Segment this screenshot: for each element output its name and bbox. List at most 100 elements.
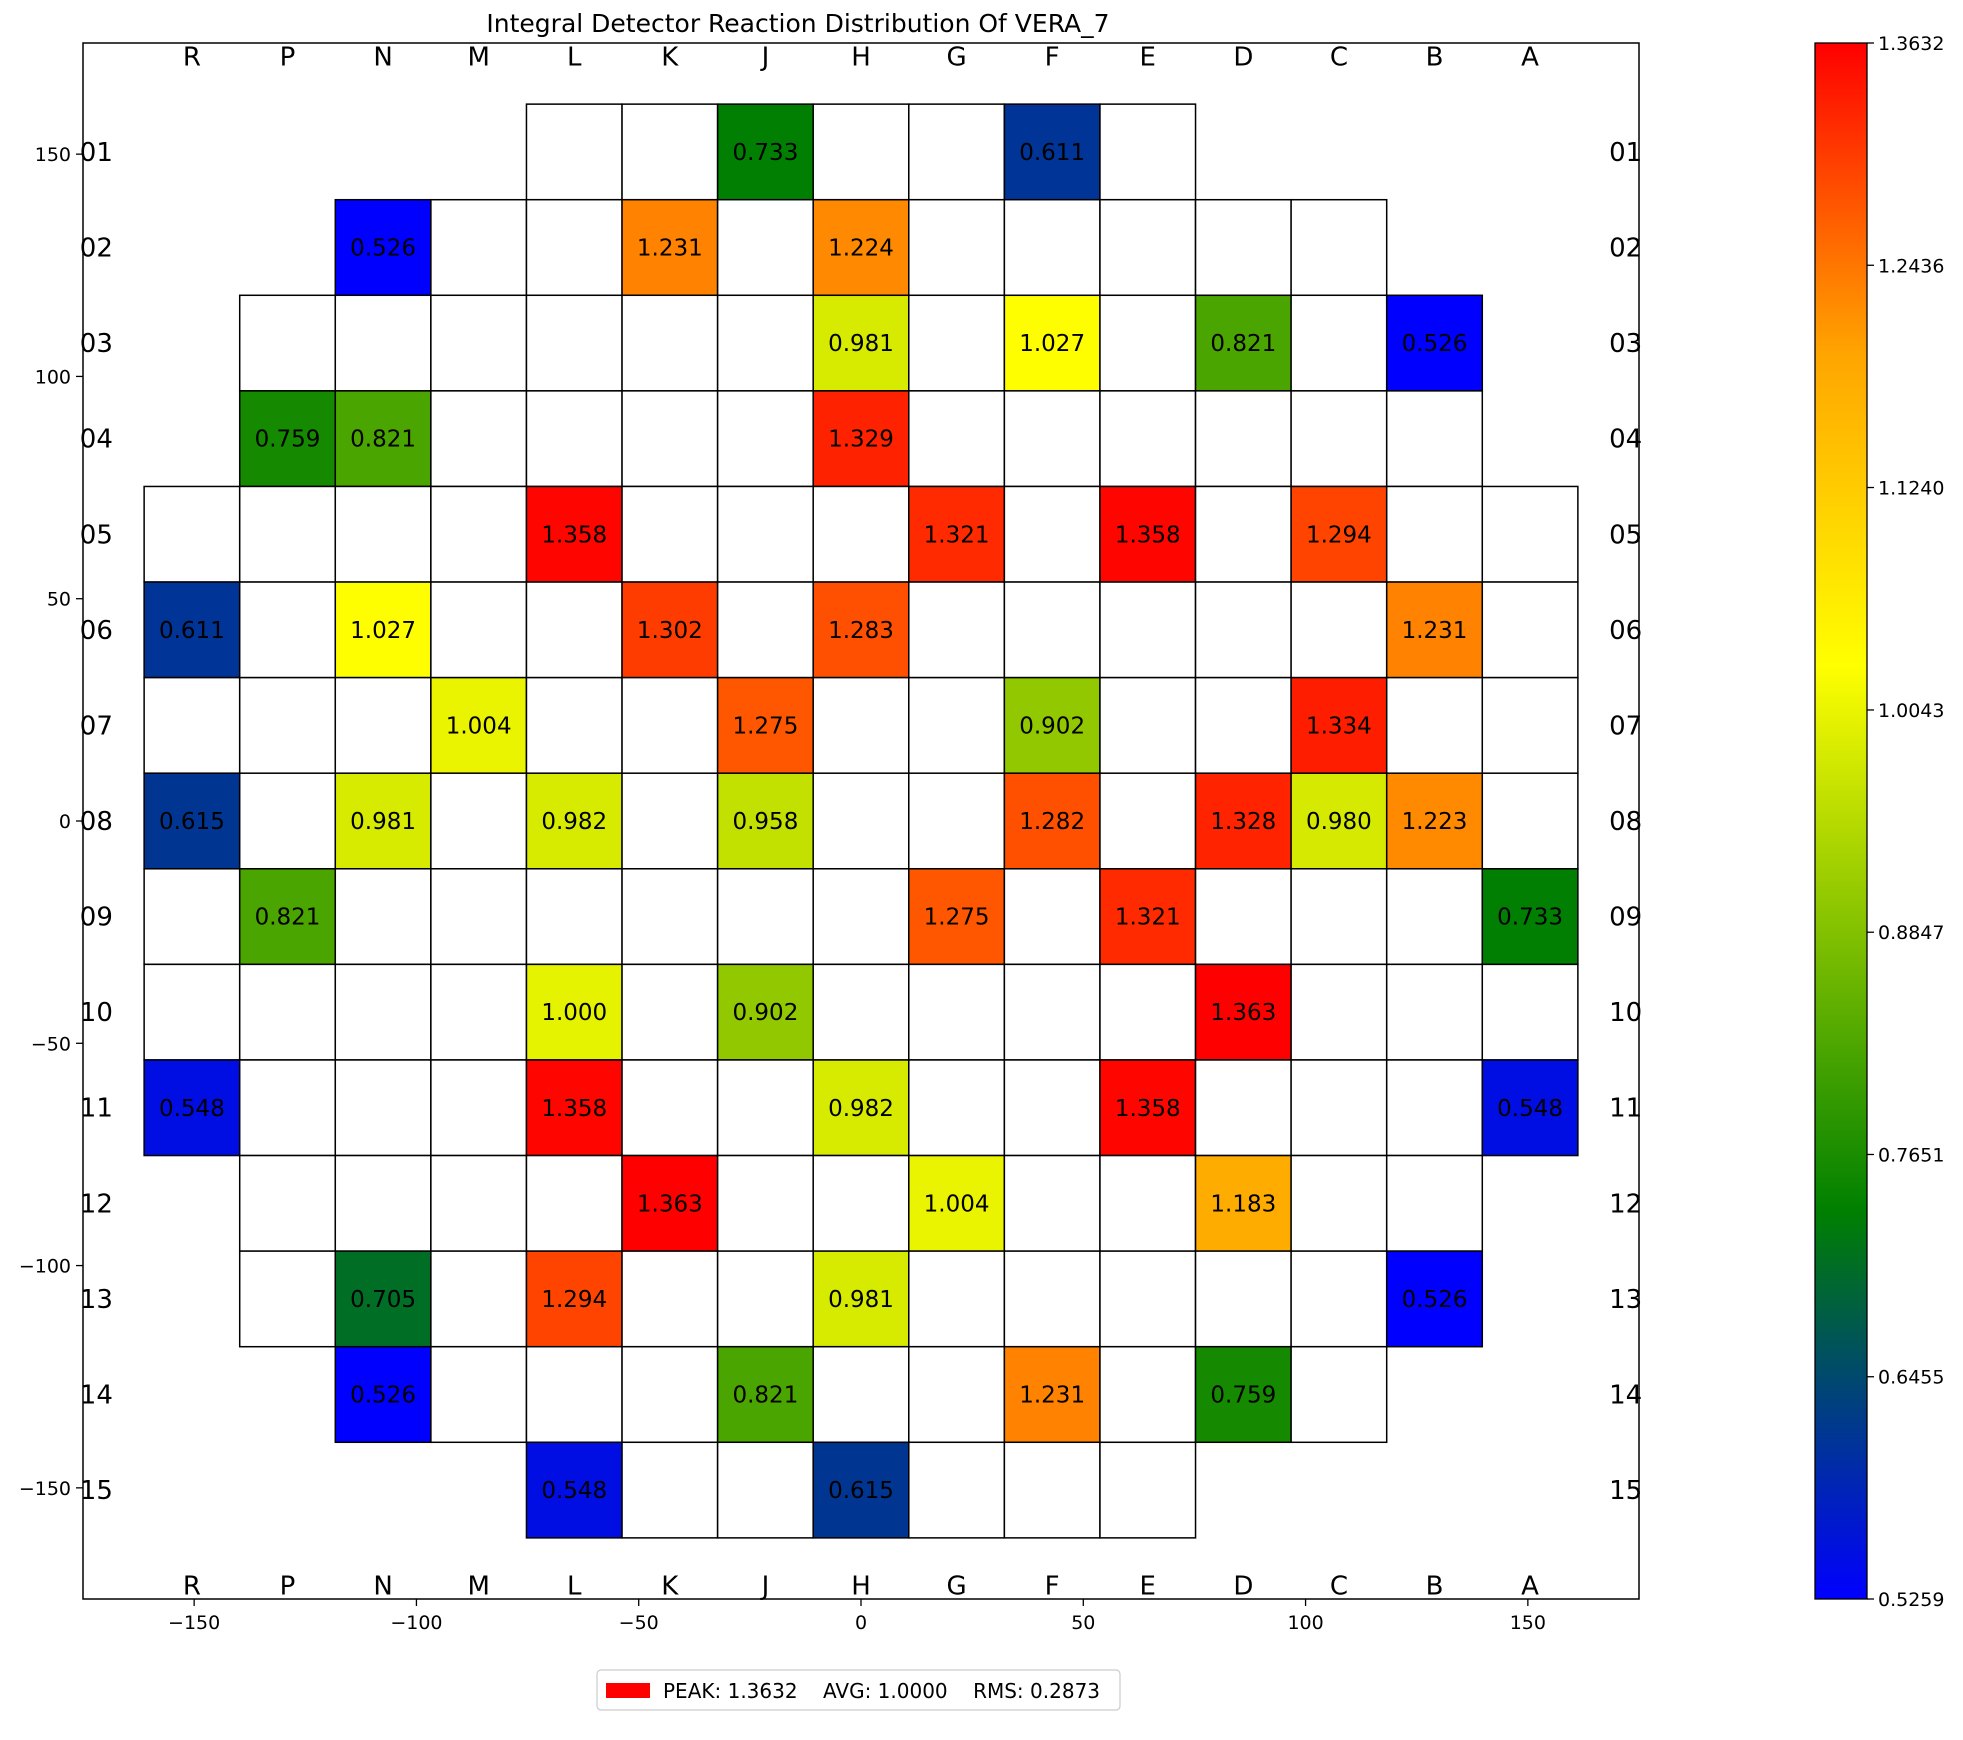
- x-tick-label: 0: [855, 1612, 867, 1634]
- col-label-top: F: [1045, 42, 1060, 72]
- assembly-cell-J02: [716, 198, 814, 297]
- assembly-cell-F08: [1003, 772, 1101, 870]
- cell-value-M07: 1.004: [446, 713, 512, 739]
- assembly-cell-H03: [812, 294, 910, 392]
- row-label-left: 13: [80, 1285, 113, 1315]
- assembly-cell-F13: [1003, 1250, 1101, 1348]
- cell-value-H11: 0.982: [828, 1096, 894, 1122]
- row-label-left: 11: [80, 1094, 113, 1124]
- row-label-left: 05: [80, 520, 113, 550]
- col-label-bottom: H: [851, 1572, 871, 1602]
- assembly-cell-J12: [716, 1154, 814, 1252]
- assembly-cell-C08: [1290, 772, 1388, 870]
- assembly-cell-A10: [1481, 963, 1579, 1061]
- assembly-cell-A06: [1481, 581, 1579, 679]
- assembly-cell-F14: [1003, 1345, 1101, 1444]
- assembly-cell-J01: [716, 103, 814, 201]
- assembly-cell-B05: [1385, 485, 1484, 583]
- assembly-cell-K13: [621, 1250, 719, 1348]
- x-tick-label: −100: [390, 1612, 442, 1634]
- assembly-cell-E14: [1099, 1345, 1197, 1444]
- assembly-cell-G05: [908, 485, 1006, 583]
- row-label-left: 08: [80, 807, 113, 837]
- cell-value-H03: 0.981: [828, 331, 894, 357]
- y-tick-label: 100: [35, 366, 71, 388]
- y-tick-label: −150: [19, 1478, 71, 1500]
- assembly-cell-G08: [908, 772, 1006, 870]
- assembly-cell-P10: [238, 963, 337, 1061]
- assembly-cell-P07: [238, 676, 337, 774]
- assembly-cell-C13: [1290, 1250, 1388, 1348]
- assembly-cell-P06: [238, 581, 337, 679]
- colorbar-tick-label: 0.5259: [1878, 1589, 1944, 1611]
- assembly-cell-L07: [525, 676, 623, 774]
- assembly-cell-F05: [1003, 485, 1101, 583]
- col-label-bottom: G: [947, 1572, 967, 1602]
- cell-value-J08: 0.958: [732, 809, 798, 835]
- colorbar-tick-label: 1.2436: [1878, 255, 1944, 277]
- assembly-cell-B11: [1385, 1059, 1484, 1157]
- assembly-cell-G09: [908, 868, 1006, 966]
- assembly-cell-K01: [621, 103, 719, 201]
- assembly-cell-H15: [812, 1441, 910, 1539]
- col-label-top: H: [851, 42, 871, 72]
- row-label-left: 07: [80, 711, 113, 741]
- legend-box: [596, 1669, 1121, 1711]
- row-label-left: 03: [80, 329, 113, 359]
- y-tick-label: 150: [35, 144, 71, 166]
- row-label-left: 09: [80, 903, 113, 933]
- cell-value-N13: 0.705: [350, 1287, 416, 1313]
- x-tick-label: −150: [168, 1612, 220, 1634]
- assembly-cell-K08: [621, 772, 719, 870]
- cell-value-C08: 0.980: [1306, 809, 1372, 835]
- cell-value-B13: 0.526: [1402, 1287, 1468, 1313]
- assembly-cell-E02: [1099, 198, 1197, 297]
- assembly-cell-K11: [621, 1059, 719, 1157]
- cell-value-N02: 0.526: [350, 236, 416, 262]
- assembly-cell-K10: [621, 963, 719, 1061]
- x-tick-label: 50: [1071, 1612, 1095, 1634]
- assembly-cell-P05: [238, 485, 337, 583]
- assembly-cell-G01: [908, 103, 1006, 201]
- cell-value-G09: 1.275: [924, 905, 990, 931]
- assembly-grid: [143, 103, 1579, 1539]
- row-label-left: 14: [80, 1380, 113, 1410]
- assembly-cell-F04: [1003, 390, 1101, 488]
- cell-value-F07: 0.902: [1019, 713, 1085, 739]
- cell-value-E11: 1.358: [1115, 1096, 1181, 1122]
- cell-value-G12: 1.004: [924, 1191, 990, 1217]
- cell-value-A09: 0.733: [1497, 905, 1563, 931]
- assembly-cell-J09: [716, 868, 814, 966]
- assembly-cell-G13: [908, 1250, 1006, 1348]
- assembly-cell-R07: [143, 676, 241, 774]
- assembly-cell-A08: [1481, 772, 1579, 870]
- assembly-cell-D06: [1194, 581, 1292, 679]
- col-label-top: B: [1426, 42, 1444, 72]
- assembly-cell-G02: [908, 198, 1006, 297]
- assembly-cell-G10: [908, 963, 1006, 1061]
- assembly-cell-B12: [1385, 1154, 1484, 1252]
- y-tick-label: −50: [31, 1033, 71, 1055]
- assembly-cell-M10: [430, 963, 528, 1061]
- assembly-cell-R11: [143, 1059, 241, 1157]
- colorbar-tick-label: 1.1240: [1878, 478, 1944, 500]
- col-label-bottom: R: [183, 1572, 201, 1602]
- assembly-cell-B09: [1385, 868, 1484, 966]
- assembly-cell-J15: [716, 1441, 814, 1539]
- cell-value-L05: 1.358: [541, 522, 607, 548]
- assembly-cell-F10: [1003, 963, 1101, 1061]
- assembly-cell-K04: [621, 390, 719, 488]
- assembly-cell-H08: [812, 772, 910, 870]
- cell-value-P09: 0.821: [255, 905, 321, 931]
- assembly-cell-L02: [525, 198, 623, 297]
- assembly-cell-F12: [1003, 1154, 1101, 1252]
- assembly-cell-E07: [1099, 676, 1197, 774]
- cell-value-D08: 1.328: [1210, 809, 1276, 835]
- colorbar-tick-label: 0.8847: [1878, 922, 1944, 944]
- x-tick-label: 100: [1287, 1612, 1323, 1634]
- assembly-cell-F15: [1003, 1441, 1101, 1539]
- row-label-left: 10: [80, 998, 113, 1028]
- assembly-cell-E15: [1099, 1441, 1197, 1539]
- chart-title: Integral Detector Reaction Distribution …: [486, 9, 1109, 38]
- x-tick-label: 150: [1510, 1612, 1546, 1634]
